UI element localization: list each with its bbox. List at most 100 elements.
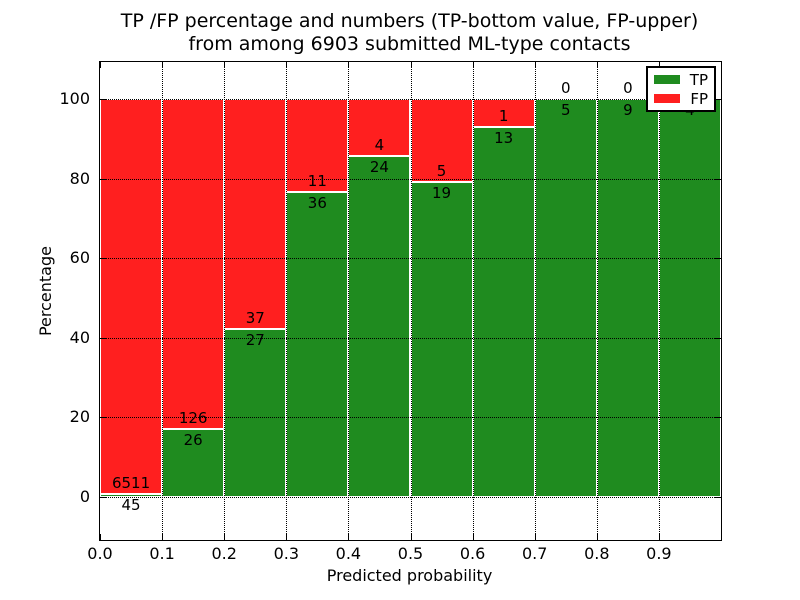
- tp-bar-segment: [224, 329, 287, 497]
- vertical-gridline: [596, 62, 598, 540]
- y-tick-right: [715, 178, 721, 180]
- x-axis-tick-label: 0.2: [211, 544, 237, 563]
- tp-count-label: 5: [560, 101, 571, 119]
- tp-bar-segment: [658, 99, 721, 497]
- x-tick-top: [348, 62, 350, 68]
- x-tick-bottom: [596, 534, 598, 540]
- x-tick-top: [162, 62, 164, 68]
- tp-bar-segment: [286, 192, 349, 497]
- tp-count-label: 26: [183, 430, 203, 449]
- x-axis-tick-label: 0.1: [149, 544, 175, 563]
- tp-bar-segment: [162, 428, 225, 497]
- tp-count-label: 27: [245, 331, 265, 350]
- x-tick-bottom: [286, 534, 288, 540]
- fp-count-label: 4: [374, 135, 385, 154]
- x-axis-label: Predicted probability: [326, 566, 493, 585]
- vertical-gridline: [348, 62, 350, 540]
- horizontal-gridline: [100, 258, 721, 260]
- fp-count-label: 126: [178, 408, 208, 427]
- y-axis-tick-label: 20: [69, 407, 90, 427]
- tp-count-label: 24: [369, 157, 389, 176]
- fp-bar-segment: [100, 99, 163, 495]
- y-tick-right: [715, 417, 721, 419]
- legend-item-tp: TP: [654, 72, 708, 88]
- vertical-gridline: [658, 62, 660, 540]
- tp-count-label: 36: [307, 194, 327, 213]
- chart-title-line2: from among 6903 submitted ML-type contac…: [188, 33, 631, 55]
- horizontal-gridline: [100, 99, 721, 100]
- x-tick-top: [224, 62, 226, 68]
- y-axis-tick-label: 40: [69, 327, 90, 347]
- tp-bar-segment: [100, 494, 163, 497]
- tp-count-label: 9: [623, 101, 633, 119]
- chart-title: TP /FP percentage and numbers (TP-bottom…: [99, 10, 720, 56]
- x-tick-top: [596, 62, 598, 68]
- legend-swatch-fp: [654, 94, 680, 103]
- x-tick-top: [534, 62, 536, 68]
- vertical-gridline: [472, 62, 474, 540]
- x-axis-tick-label: 0.7: [521, 544, 548, 563]
- tp-bar-segment: [410, 181, 473, 497]
- horizontal-gridline: [100, 178, 721, 180]
- y-tick-left: [100, 258, 106, 260]
- legend-item-fp: FP: [654, 91, 708, 107]
- y-tick-left: [100, 337, 106, 339]
- y-tick-right: [715, 337, 721, 339]
- y-axis-tick-label: 100: [59, 89, 90, 108]
- x-axis-tick-label: 0.9: [646, 544, 672, 563]
- x-axis-tick-label: 0.0: [87, 544, 113, 563]
- horizontal-gridline: [100, 497, 721, 498]
- fp-bar-segment: [162, 99, 225, 429]
- fp-count-label: 5: [436, 161, 447, 180]
- x-axis-tick-label: 0.3: [273, 544, 300, 563]
- x-axis-tick-label: 0.8: [584, 544, 610, 563]
- legend: TP FP: [646, 66, 716, 112]
- legend-label-tp: TP: [689, 70, 708, 89]
- x-tick-top: [100, 62, 101, 68]
- x-tick-bottom: [100, 534, 101, 540]
- x-tick-top: [410, 62, 412, 68]
- fp-count-label: 37: [245, 309, 265, 328]
- chart-title-line1: TP /FP percentage and numbers (TP-bottom…: [120, 10, 699, 32]
- fp-count-label: 6511: [111, 474, 151, 493]
- x-tick-bottom: [348, 534, 350, 540]
- x-tick-top: [658, 62, 660, 68]
- x-axis-tick-label: 0.4: [335, 544, 362, 563]
- y-tick-right: [715, 99, 721, 100]
- vertical-gridline: [534, 62, 536, 540]
- x-tick-bottom: [472, 534, 474, 540]
- x-tick-bottom: [534, 534, 536, 540]
- x-tick-bottom: [224, 534, 226, 540]
- tp-count-label: 19: [432, 183, 452, 202]
- fp-bar-segment: [224, 99, 287, 330]
- tp-bar-segment: [596, 99, 659, 497]
- legend-label-fp: FP: [690, 89, 708, 108]
- fp-count-label: 0: [623, 79, 633, 97]
- x-tick-bottom: [162, 534, 164, 540]
- x-tick-top: [472, 62, 474, 68]
- tp-bar-segment: [534, 99, 597, 497]
- x-tick-bottom: [410, 534, 412, 540]
- y-tick-left: [100, 497, 106, 498]
- vertical-gridline: [224, 62, 226, 540]
- x-axis-tick-label: 0.6: [459, 544, 486, 563]
- vertical-gridline: [286, 62, 288, 540]
- vertical-gridline: [410, 62, 412, 540]
- horizontal-gridline: [100, 417, 721, 419]
- fp-count-label: 1: [498, 107, 509, 126]
- x-tick-bottom: [658, 534, 660, 540]
- tp-bar-segment: [472, 127, 535, 497]
- horizontal-gridline: [100, 337, 721, 339]
- y-axis-tick-label: 60: [69, 248, 90, 268]
- tp-count-label: 45: [121, 496, 141, 515]
- y-tick-left: [100, 417, 106, 419]
- plot-area: TP FP 6511 45 126 26 37 27 11 36 4 24 5 19 1 13 0 5 0 9 0 4…: [59, 61, 722, 563]
- fp-count-label: 0: [560, 79, 571, 97]
- legend-swatch-tp: [654, 75, 680, 84]
- y-axis-tick-label: 80: [69, 168, 90, 188]
- x-tick-top: [286, 62, 288, 68]
- vertical-gridline: [162, 62, 164, 540]
- tp-count-label: 13: [494, 129, 514, 148]
- x-axis-tick-label: 0.5: [397, 544, 424, 563]
